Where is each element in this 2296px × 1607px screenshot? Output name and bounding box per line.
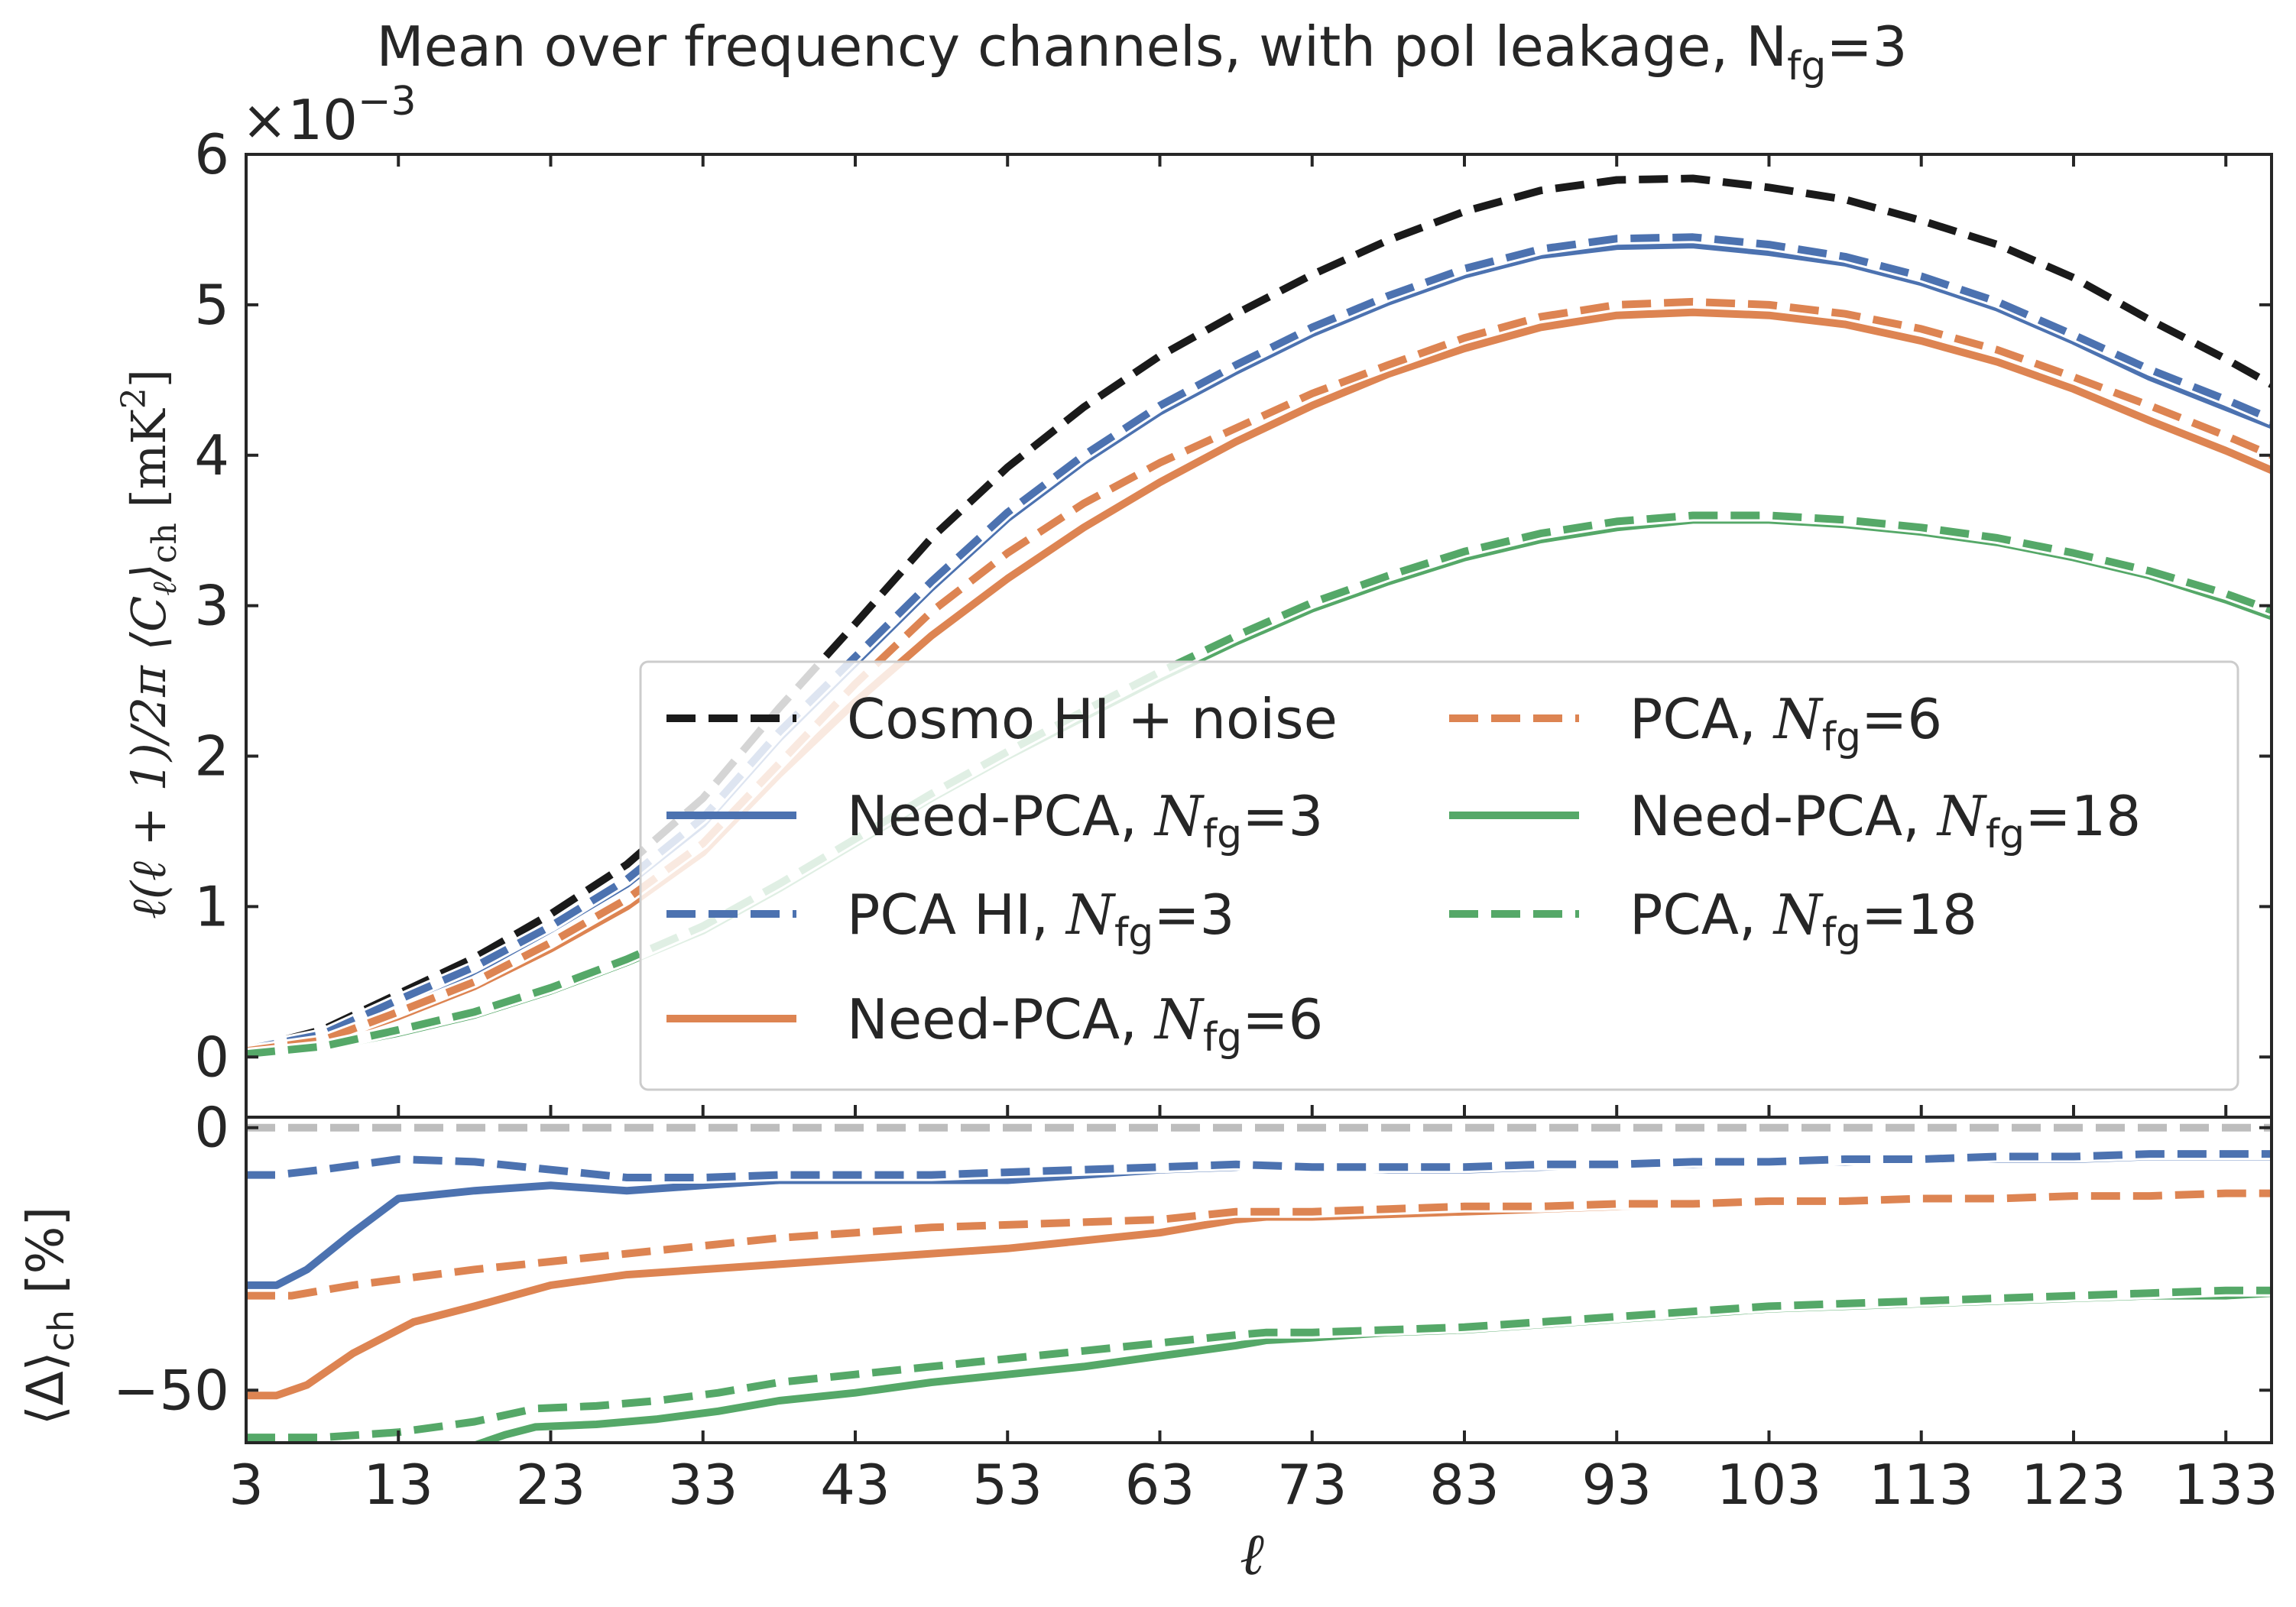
top-y-tick-label: 0: [194, 1025, 229, 1089]
top-y-axis-label: ℓ(ℓ + 1)/2π ⟨Cℓ⟩ch [mK2]: [115, 369, 184, 919]
multiplier-main: ×10: [242, 88, 358, 152]
top-pca-n-fg-18-line: [246, 511, 2272, 1058]
x-tick-label: 83: [1429, 1453, 1500, 1517]
x-tick-label: 23: [516, 1453, 586, 1517]
bottom-pca-hi-n-fg-3-line: [246, 1150, 2272, 1181]
bottom-y-axis-label: ⟨Δ⟩ch [%]: [16, 1207, 82, 1425]
x-axis-label: ℓ: [1240, 1520, 1264, 1588]
bottom-pca-n-fg-6-line: [246, 1189, 2272, 1300]
legend-label-pca-n-fg-6: PCA, Nfg=6: [1630, 687, 1942, 760]
x-tick-label: 3: [229, 1453, 264, 1517]
x-tick-label: 123: [2021, 1453, 2126, 1517]
bottom-y-tick-label: 0: [194, 1096, 229, 1160]
x-tick-label: 73: [1277, 1453, 1347, 1517]
chart-title: Mean over frequency channels, with pol l…: [376, 15, 1907, 89]
legend: Cosmo HI + noise Need-PCA, Nfg=3 PCA HI, N…: [639, 660, 2239, 1091]
y-axis-multiplier: ×10−3: [242, 79, 417, 152]
legend-label-need-pca-n-fg-3: Need-PCA, Nfg=3: [847, 784, 1323, 857]
bottom-y-tick-label: −50: [113, 1358, 229, 1422]
legend-label-pca-n-fg-18: PCA, Nfg=18: [1630, 883, 1977, 956]
x-tick-label: 113: [1869, 1453, 1973, 1517]
top-y-tick-label: 6: [194, 122, 229, 186]
x-tick-label: 53: [972, 1453, 1043, 1517]
top-y-tick-label: 1: [194, 874, 229, 938]
x-tick-label: 133: [2174, 1453, 2278, 1517]
top-pca-n-fg-6-line: [246, 297, 2272, 1055]
bottom-pca-n-fg-18-line: [246, 1286, 2272, 1442]
legend-frame: [639, 660, 2239, 1091]
top-y-tick-label: 2: [194, 724, 229, 789]
bottom-panel-frame: [245, 1116, 2273, 1444]
top-pca-hi-n-fg-3-line: [246, 233, 2272, 1054]
title-tail: =3: [1826, 15, 1907, 79]
bottom-panel-axes: 0 −503 13 23 33 43 53 63 73 83 93 103 113 123 133: [113, 1096, 2278, 1517]
title-main: Mean over frequency channels, with pol l…: [376, 15, 1787, 79]
x-tick-label: 13: [363, 1453, 433, 1517]
title-subscript: fg: [1787, 44, 1826, 89]
bottom-pca-n-fg-18-halo: [246, 1284, 2272, 1443]
multiplier-exponent: −3: [358, 79, 417, 125]
top-y-tick-label: 4: [194, 423, 229, 488]
top-y-tick-label: 3: [194, 574, 229, 638]
top-cosmo-hi-noise-line: [246, 174, 2272, 1054]
x-tick-label: 103: [1717, 1453, 1821, 1517]
top-panel-series: [246, 172, 2272, 1061]
legend-label-cosmo-hi-noise: Cosmo HI + noise: [847, 687, 1338, 751]
legend-label-need-pca-n-fg-6: Need-PCA, Nfg=6: [847, 987, 1323, 1061]
x-tick-label: 33: [668, 1453, 738, 1517]
bottom-panel-series: [246, 1123, 2272, 1443]
x-tick-label: 43: [820, 1453, 890, 1517]
top-y-tick-label: 5: [194, 273, 229, 337]
legend-label-need-pca-n-fg-18: Need-PCA, Nfg=18: [1630, 784, 2141, 857]
x-tick-label: 93: [1581, 1453, 1652, 1517]
legend-label-pca-hi-n-fg-3: PCA HI, Nfg=3: [847, 883, 1234, 956]
x-tick-label: 63: [1125, 1453, 1195, 1517]
bottom-need-pca-n-fg-18-line: [470, 1289, 2272, 1443]
